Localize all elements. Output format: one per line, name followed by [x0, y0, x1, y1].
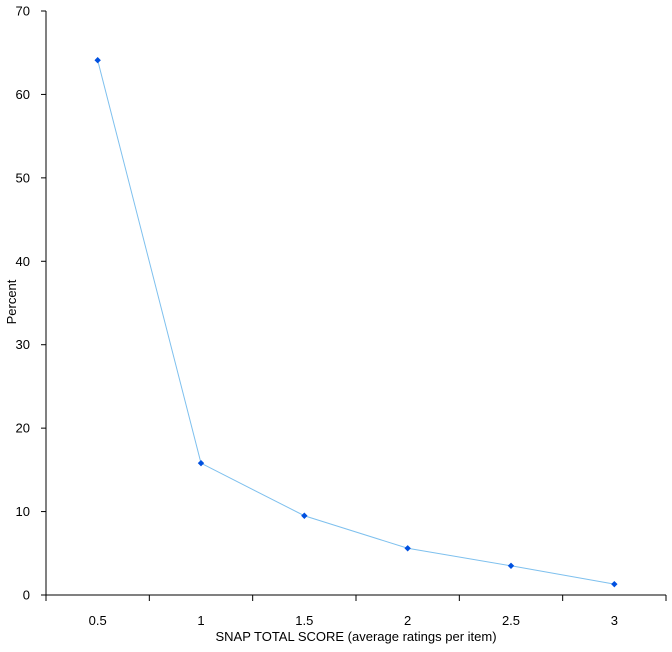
data-point — [611, 580, 618, 588]
data-point — [507, 562, 515, 569]
series-line — [97, 60, 615, 585]
y-tick-label: 10 — [16, 504, 30, 519]
data-point — [404, 545, 411, 552]
x-tick-label: 3 — [611, 613, 618, 628]
data-point — [197, 459, 205, 467]
y-axis-title: Percent — [4, 279, 19, 324]
y-tick-label: 40 — [16, 254, 30, 269]
series — [94, 57, 618, 588]
x-tick-label: 0.5 — [89, 613, 107, 628]
y-tick-label: 60 — [16, 87, 30, 102]
y-tick-label: 30 — [16, 337, 30, 352]
y-tick-label: 70 — [16, 4, 30, 19]
axes — [45, 11, 666, 596]
x-tick-label: 1 — [197, 613, 204, 628]
y-axis-ticks: 0 10 20 30 40 50 60 70 — [16, 4, 46, 603]
y-tick-label: 0 — [23, 588, 30, 603]
data-point — [301, 512, 308, 519]
x-axis-ticks: 0.5 1 1.5 2 2.5 3 — [45, 595, 667, 628]
x-tick-label: 1.5 — [295, 613, 313, 628]
x-tick-label: 2 — [404, 613, 411, 628]
data-point — [94, 57, 101, 64]
y-tick-label: 20 — [16, 421, 30, 436]
y-tick-label: 50 — [16, 170, 30, 185]
x-axis-title: SNAP TOTAL SCORE (average ratings per it… — [215, 629, 496, 644]
x-tick-label: 2.5 — [502, 613, 520, 628]
